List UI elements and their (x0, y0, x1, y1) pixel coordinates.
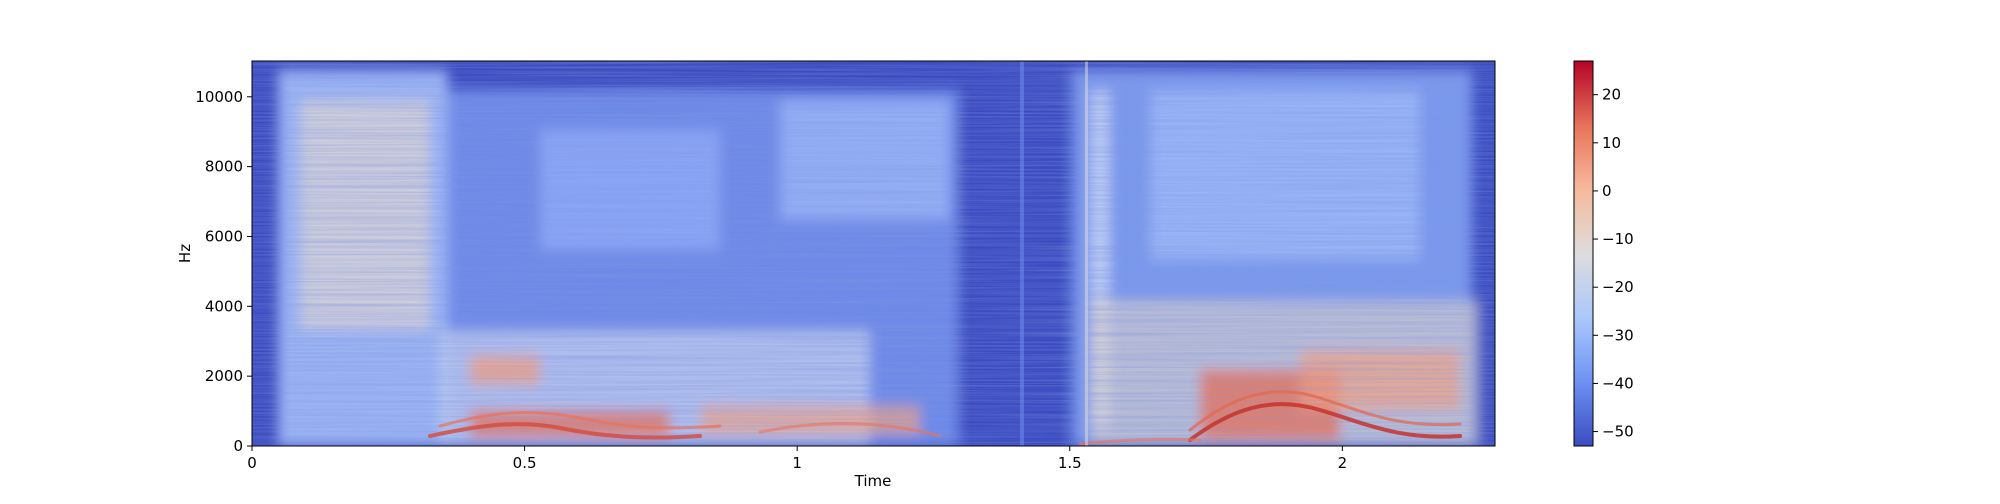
x-tick-label: 2 (1338, 454, 1348, 472)
colorbar-tick-label: −50 (1602, 423, 1634, 441)
y-tick-label: 0 (233, 437, 243, 455)
x-axis-label: Time (854, 472, 892, 490)
x-tick-label: 1.5 (1058, 454, 1082, 472)
y-axis-label: Hz (176, 244, 194, 263)
spectrogram-streak (1020, 61, 1024, 446)
y-tick-label: 10000 (195, 88, 243, 106)
y-axis: 0 2000 4000 6000 8000 10000 (195, 88, 252, 455)
spectrogram-harmonics (428, 390, 1462, 446)
spectrogram-streak (1085, 61, 1088, 446)
x-tick-label: 0.5 (513, 454, 537, 472)
x-axis: 0 0.5 1 1.5 2 (247, 446, 1347, 472)
y-tick-label: 6000 (205, 227, 243, 245)
colorbar-tick-label: −30 (1602, 326, 1634, 344)
x-tick-label: 0 (247, 454, 257, 472)
y-tick-label: 2000 (205, 367, 243, 385)
colorbar-tick-label: 20 (1602, 86, 1621, 104)
colorbar-tick-label: −20 (1602, 278, 1634, 296)
colorbar-tick-label: −10 (1602, 230, 1634, 248)
colorbar: 20 10 0 −10 −20 −30 −40 −50 (1573, 60, 1634, 447)
spectrogram-image (252, 61, 1495, 446)
y-tick-label: 4000 (205, 297, 243, 315)
spectrogram-texture (252, 61, 1495, 446)
colorbar-tick-label: −40 (1602, 374, 1634, 392)
x-tick-label: 1 (792, 454, 802, 472)
colorbar-gradient (1574, 61, 1593, 446)
colorbar-tick-label: 10 (1602, 134, 1621, 152)
colorbar-frame (1573, 60, 1594, 447)
colorbar-tick-label: 0 (1602, 182, 1612, 200)
y-tick-label: 8000 (205, 158, 243, 176)
colorbar-ticks: 20 10 0 −10 −20 −30 −40 −50 (1593, 86, 1634, 441)
plot-frame (251, 60, 1496, 447)
